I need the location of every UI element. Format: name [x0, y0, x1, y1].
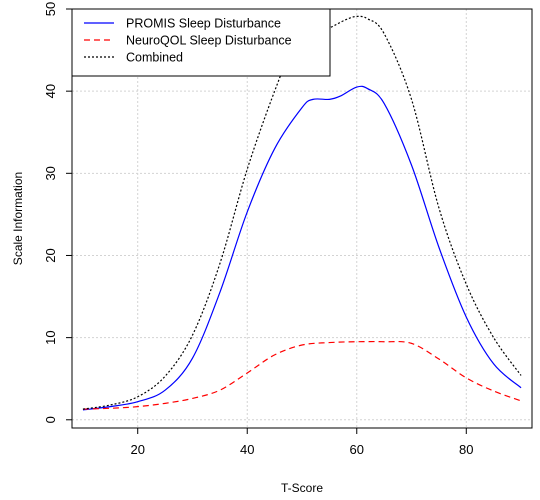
- y-tick-label-0: 0: [43, 416, 58, 423]
- series-line-2: [82, 340, 522, 410]
- x-axis-title: T-Score: [281, 481, 323, 495]
- x-tick-label-40: 40: [240, 442, 254, 457]
- series-lines: [82, 15, 522, 411]
- x-tick-label-60: 60: [350, 442, 364, 457]
- y-tick-label-50: 50: [43, 2, 58, 16]
- grid-lines: [72, 8, 532, 428]
- y-tick-label-20: 20: [43, 248, 58, 262]
- series-line-1: [82, 85, 522, 411]
- y-axis: 0 10 20 30 40 50: [43, 2, 72, 423]
- legend-label-1: PROMIS Sleep Disturbance: [126, 17, 281, 31]
- legend-label-2: NeuroQOL Sleep Disturbance: [126, 34, 292, 48]
- y-tick-label-10: 10: [43, 330, 58, 344]
- legend-label-3: Combined: [126, 51, 183, 65]
- legend-box: [71, 8, 331, 77]
- x-axis: 20 40 60 80: [130, 428, 474, 457]
- x-tick-label-80: 80: [459, 442, 473, 457]
- series-line-3: [82, 15, 522, 410]
- x-tick-label-20: 20: [130, 442, 144, 457]
- y-tick-label-40: 40: [43, 84, 58, 98]
- legend: PROMIS Sleep Disturbance NeuroQOL Sleep D…: [71, 8, 331, 77]
- y-tick-label-30: 30: [43, 166, 58, 180]
- y-axis-title: Scale Information: [11, 172, 25, 265]
